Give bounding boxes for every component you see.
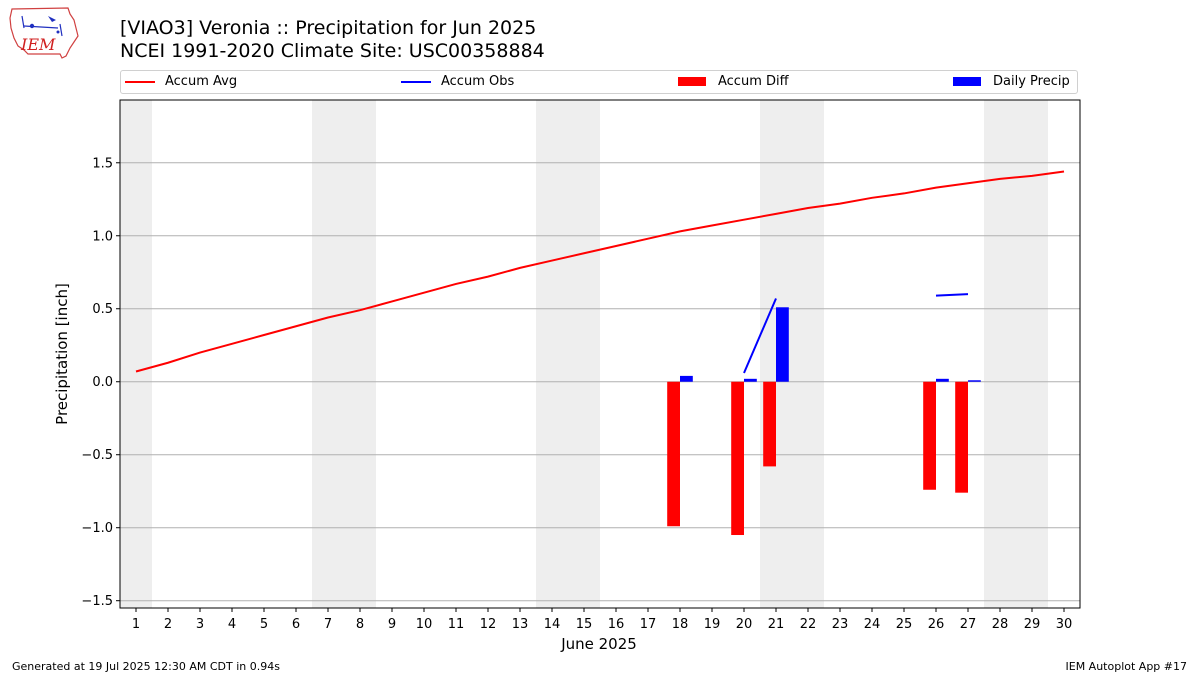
legend: Accum Avg Accum Obs Accum Diff Daily Pre…	[120, 70, 1078, 94]
footer-generated: Generated at 19 Jul 2025 12:30 AM CDT in…	[12, 660, 280, 673]
bar-accum-diff-day-21	[763, 381, 776, 467]
bar-accum-diff-day-20	[731, 381, 744, 536]
x-tick-label-22: 22	[800, 617, 817, 632]
x-tick-label-2: 2	[164, 617, 172, 632]
x-tick-label-30: 30	[1056, 617, 1073, 632]
bar-accum-diff-day-18	[667, 381, 680, 527]
x-tick-label-14: 14	[544, 617, 561, 632]
weekend-shade-day-15	[568, 100, 600, 608]
weekend-shade-day-14	[536, 100, 568, 608]
chart-subtitle: NCEI 1991-2020 Climate Site: USC00358884	[120, 40, 545, 62]
iem-logo: IEM	[9, 7, 79, 59]
logo-text: IEM	[20, 35, 56, 54]
line-accum-obs-segment-0	[743, 298, 777, 374]
x-tick-label-24: 24	[864, 617, 881, 632]
bar-accum-diff-day-27	[955, 381, 968, 493]
x-tick-label-13: 13	[512, 617, 529, 632]
series-lines	[135, 170, 1065, 374]
x-tick-label-28: 28	[992, 617, 1009, 632]
x-tick-label-11: 11	[448, 617, 465, 632]
y-tick-label-0: −1.5	[81, 594, 113, 609]
y-tick-label-6: 1.5	[92, 156, 113, 171]
weekend-shade-day-29	[1016, 100, 1048, 608]
chart-title: [VIAO3] Veronia :: Precipitation for Jun…	[120, 17, 537, 39]
plot-frame	[119, 99, 1081, 609]
bar-daily-precip-day-26	[936, 378, 949, 382]
x-tick-label-25: 25	[896, 617, 913, 632]
y-tick-label-3: 0.0	[92, 375, 113, 390]
weekend-shade-day-28	[984, 100, 1016, 608]
x-tick-label-3: 3	[196, 617, 204, 632]
legend-swatch-daily-precip	[953, 77, 981, 86]
y-tick-label-5: 1.0	[92, 229, 113, 244]
axes: −1.5−1.0−0.50.00.51.01.51 2 3 4 5 6 7 8 9 10 11 12 1…	[81, 99, 1081, 632]
bars	[667, 307, 981, 536]
x-tick-label-9: 9	[388, 617, 396, 632]
x-tick-label-16: 16	[608, 617, 625, 632]
x-tick-label-29: 29	[1024, 617, 1041, 632]
y-tick-label-4: 0.5	[92, 302, 113, 317]
weekend-shade-day-7	[312, 100, 344, 608]
x-tick-label-17: 17	[640, 617, 657, 632]
footer-app: IEM Autoplot App #17	[1065, 660, 1188, 673]
x-tick-label-20: 20	[736, 617, 753, 632]
x-tick-label-18: 18	[672, 617, 689, 632]
legend-swatch-accum-avg	[125, 81, 155, 83]
x-tick-label-7: 7	[324, 617, 332, 632]
x-tick-label-6: 6	[292, 617, 300, 632]
legend-label-accum-avg: Accum Avg	[165, 74, 238, 89]
x-tick-label-1: 1	[132, 617, 140, 632]
line-accum-obs-segment-1	[935, 293, 969, 297]
weekend-shade-day-1	[120, 100, 152, 608]
weekend-shade-day-8	[344, 100, 376, 608]
x-axis-label: June 2025	[560, 635, 637, 653]
legend-label-daily-precip: Daily Precip	[993, 74, 1070, 89]
x-tick-label-5: 5	[260, 617, 268, 632]
y-axis-label: Precipitation [inch]	[53, 283, 71, 425]
x-tick-label-4: 4	[228, 617, 236, 632]
bar-daily-precip-day-18	[680, 375, 693, 382]
grid-lines	[120, 162, 1080, 602]
legend-label-accum-diff: Accum Diff	[718, 74, 789, 89]
x-tick-label-27: 27	[960, 617, 977, 632]
x-tick-label-26: 26	[928, 617, 945, 632]
x-tick-label-12: 12	[480, 617, 497, 632]
bar-accum-diff-day-26	[923, 381, 936, 490]
legend-label-accum-obs: Accum Obs	[441, 74, 515, 89]
y-tick-label-1: −1.0	[81, 521, 113, 536]
y-tick-label-2: −0.5	[81, 448, 113, 463]
weekend-shade-day-22	[792, 100, 824, 608]
weekend-shading	[120, 100, 1048, 608]
line-accum-avg	[135, 170, 1065, 373]
legend-swatch-accum-diff	[678, 77, 706, 86]
bar-daily-precip-day-27	[968, 380, 981, 382]
x-tick-label-15: 15	[576, 617, 593, 632]
bar-daily-precip-day-21	[776, 307, 789, 382]
x-tick-label-19: 19	[704, 617, 721, 632]
x-tick-label-21: 21	[768, 617, 785, 632]
x-tick-label-8: 8	[356, 617, 364, 632]
legend-swatch-accum-obs	[401, 81, 431, 83]
x-tick-label-10: 10	[416, 617, 433, 632]
x-tick-label-23: 23	[832, 617, 849, 632]
bar-daily-precip-day-20	[744, 378, 757, 382]
